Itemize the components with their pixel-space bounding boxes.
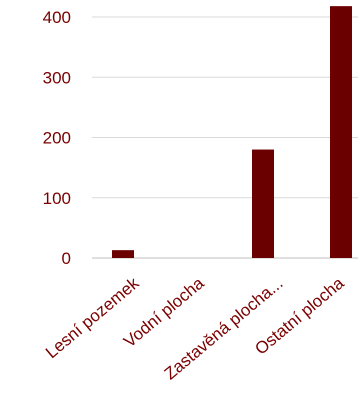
y-tick-label: 400 (43, 8, 71, 27)
y-tick-label: 300 (43, 68, 71, 87)
y-tick-label: 0 (62, 249, 71, 268)
y-tick-label: 100 (43, 189, 71, 208)
x-tick-label: Lesní pozemek (42, 273, 143, 362)
bar (330, 6, 352, 259)
y-tick-label: 200 (43, 129, 71, 148)
bar (252, 149, 274, 258)
bar (112, 250, 134, 258)
